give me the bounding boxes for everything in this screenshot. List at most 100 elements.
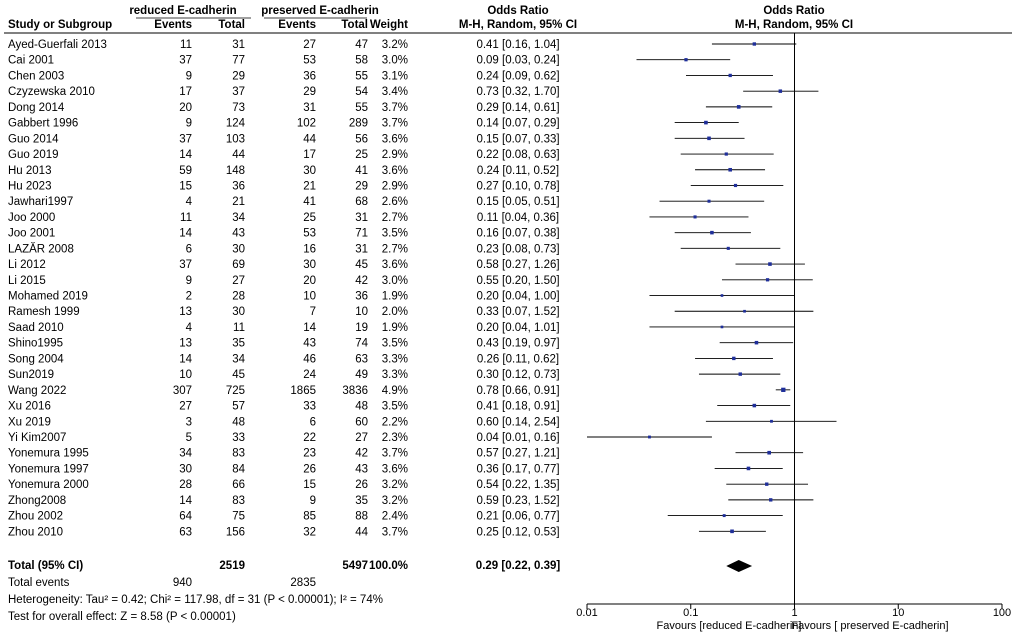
x-tick-label: 100 [993,607,1011,619]
ci-cell: 0.24 [0.11, 0.52] [477,165,559,177]
ci-cell: 0.33 [0.07, 1.52] [476,306,559,318]
point-estimate [707,199,711,203]
events2-cell: 15 [303,479,316,491]
study-row: Zhou 2010 63 156 32 44 3.7% 0.25 [0.12, 0.53] [8,526,766,538]
events2-cell: 26 [303,463,316,475]
total2-cell: 54 [355,86,368,98]
events1-cell: 9 [186,70,192,82]
events2-cell: 31 [303,102,316,114]
total1-cell: 45 [232,369,245,381]
point-estimate [770,419,773,423]
events1-cell: 11 [180,39,192,51]
weight-cell: 2.3% [382,432,408,444]
point-estimate [684,58,688,62]
total-ci: 0.29 [0.22, 0.39] [476,560,561,572]
point-estimate [720,294,724,297]
total1-cell: 66 [232,479,245,491]
total1-cell: 83 [232,495,245,507]
study-name: Yonemura 1997 [8,463,89,475]
total-row: Total (95% CI) 2519 5497 100.0% 0.29 [0.… [8,560,753,572]
study-name: Li 2015 [8,275,46,287]
total1-cell: 37 [232,86,245,98]
plot-title-header: Odds Ratio [763,5,824,17]
study-name: Shino1995 [8,338,63,350]
study-name: Yonemura 1995 [8,448,89,460]
events1-cell: 13 [179,338,192,350]
study-name: Hu 2013 [8,165,51,177]
study-name: Zhong2008 [8,495,66,507]
ci-cell: 0.57 [0.27, 1.21] [476,448,559,460]
study-row: Dong 2014 20 73 31 55 3.7% 0.29 [0.14, 0.61] [8,102,773,114]
total2-cell: 47 [355,39,368,51]
ci-cell: 0.27 [0.10, 0.78] [476,180,559,192]
events1-cell: 59 [179,165,192,177]
events2-cell: 85 [303,511,316,523]
total1-cell: 725 [226,385,245,397]
study-name: LAZĂR 2008 [8,242,74,255]
events2-cell: 14 [303,322,316,334]
study-name: Czyzewska 2010 [8,86,95,98]
events1-cell: 37 [179,133,192,145]
events1-cell: 14 [179,228,192,240]
total1-cell: 29 [232,70,245,82]
total-t2: 5497 [342,560,368,572]
total1-cell: 27 [232,275,245,287]
events2-cell: 33 [303,401,316,413]
point-estimate [710,230,714,235]
total2-cell: 35 [355,495,368,507]
events2-cell: 53 [303,228,316,240]
total2-cell: 25 [355,149,368,161]
events1-cell: 17 [179,86,192,98]
ci-cell: 0.21 [0.06, 0.77] [476,511,559,523]
events2-header: Events [278,19,316,31]
study-rows: Ayed-Guerfali 2013 11 31 27 47 3.2% 0.41 [0.16… [8,39,837,538]
weight-cell: 3.3% [382,369,408,381]
group1-header: reduced E-cadherin [129,5,236,17]
weight-cell: 2.7% [382,243,408,255]
study-name: Cai 2001 [8,55,54,67]
events2-cell: 10 [303,291,316,303]
events1-cell: 11 [180,212,192,224]
weight-cell: 1.9% [382,291,408,303]
total-t1: 2519 [219,560,245,572]
events1-cell: 14 [179,495,192,507]
total1-cell: 11 [233,322,245,334]
ci-cell: 0.60 [0.14, 2.54] [476,416,559,428]
study-row: Sun2019 10 45 24 49 3.3% 0.30 [0.12, 0.73] [8,369,781,381]
study-name: Ramesh 1999 [8,306,80,318]
total2-cell: 88 [355,511,368,523]
weight-cell: 3.2% [382,479,408,491]
ci-cell: 0.55 [0.20, 1.50] [476,275,559,287]
total2-cell: 48 [355,401,368,413]
events-e1: 940 [173,577,192,589]
events2-cell: 41 [303,196,316,208]
events1-cell: 4 [186,322,193,334]
total1-cell: 83 [232,448,245,460]
point-estimate [732,356,736,361]
ci-cell: 0.25 [0.12, 0.53] [476,526,559,538]
total2-cell: 49 [355,369,368,381]
point-estimate [728,167,732,172]
total-label: Total (95% CI) [8,560,83,572]
total2-cell: 31 [355,243,368,255]
weight-cell: 2.2% [382,416,408,428]
total1-cell: 36 [232,180,245,192]
weight-cell: 3.7% [382,448,408,460]
ci-cell: 0.15 [0.07, 0.33] [476,133,559,145]
events1-cell: 5 [186,432,192,444]
study-name: Sun2019 [8,369,54,381]
weight-cell: 3.1% [382,70,408,82]
total2-cell: 58 [355,55,368,67]
weight-cell: 3.0% [382,55,408,67]
study-row: Jawhari1997 4 21 41 68 2.6% 0.15 [0.05, 0.51] [8,196,765,208]
x-tick-label: 0.01 [576,607,597,619]
total2-cell: 19 [355,322,368,334]
total2-cell: 74 [355,338,368,350]
total2-cell: 41 [355,165,368,177]
weight-cell: 2.9% [382,180,408,192]
study-name: Zhou 2010 [8,526,63,538]
ci-cell: 0.54 [0.22, 1.35] [476,479,559,491]
events2-cell: 16 [303,243,316,255]
group2-header: preserved E-cadherin [261,5,379,17]
